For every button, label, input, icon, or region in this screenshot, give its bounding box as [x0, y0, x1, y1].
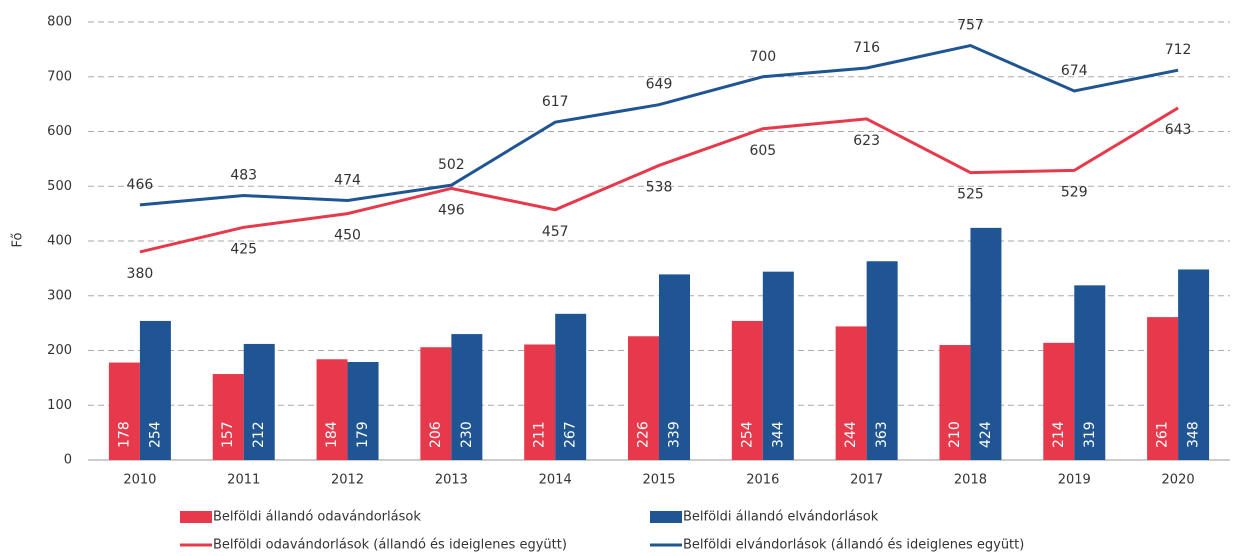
legend-swatch — [650, 511, 682, 523]
y-tick-label: 300 — [47, 288, 72, 303]
line-value-label: 496 — [438, 202, 465, 218]
bar — [1043, 342, 1075, 460]
x-tick-label: 2012 — [331, 473, 364, 488]
line-value-label: 649 — [646, 77, 673, 93]
y-axis-label: Fő — [11, 232, 26, 247]
line-value-label: 483 — [230, 168, 257, 184]
bar — [451, 334, 483, 460]
y-tick-label: 700 — [47, 69, 72, 84]
bar — [628, 336, 659, 460]
legend-label: Belföldi állandó elvándorlások — [683, 510, 879, 525]
bar — [420, 347, 452, 460]
line-value-label: 529 — [1061, 184, 1088, 200]
bar-value-label: 178 — [116, 421, 132, 448]
bar-value-label: 319 — [1082, 421, 1098, 448]
x-tick-label: 2016 — [746, 473, 779, 488]
y-tick-label: 800 — [47, 15, 72, 30]
bar-value-label: 179 — [355, 421, 371, 448]
line-value-label: 700 — [749, 49, 776, 65]
x-tick-label: 2013 — [435, 473, 468, 488]
bar — [970, 227, 1002, 460]
bar-value-label: 254 — [739, 421, 755, 448]
bar-value-label: 211 — [532, 421, 548, 448]
bar — [659, 274, 690, 460]
bar-value-label: 424 — [978, 421, 994, 448]
bar — [866, 261, 898, 460]
line-value-label: 538 — [646, 179, 673, 195]
bar — [108, 362, 140, 460]
line-value-label: 617 — [542, 94, 569, 110]
bar-value-label: 267 — [563, 421, 579, 448]
bar-value-label: 210 — [947, 421, 963, 448]
bar — [835, 326, 867, 460]
bar — [939, 345, 971, 460]
x-tick-label: 2018 — [954, 473, 987, 488]
line-value-label: 525 — [957, 187, 984, 203]
x-tick-label: 2015 — [642, 473, 675, 488]
line — [139, 106, 1179, 254]
bar — [1178, 269, 1210, 460]
bar — [139, 320, 171, 460]
legend-label: Belföldi elvándorlások (állandó és ideig… — [683, 538, 1024, 553]
bar-value-label: 344 — [770, 421, 786, 448]
bar — [316, 359, 348, 460]
line-value-label: 450 — [334, 228, 361, 244]
line-value-label: 605 — [749, 143, 776, 159]
x-tick-label: 2019 — [1058, 473, 1091, 488]
bar-value-label: 214 — [1051, 421, 1067, 448]
line-value-label: 380 — [127, 266, 154, 282]
bar — [243, 343, 275, 460]
bar — [731, 320, 763, 460]
x-tick-label: 2020 — [1162, 473, 1195, 488]
bar-value-label: 348 — [1186, 421, 1202, 448]
y-tick-label: 100 — [47, 398, 72, 413]
bar — [524, 344, 556, 460]
line-value-label: 457 — [542, 224, 569, 240]
bar-value-label: 244 — [843, 421, 859, 448]
legend-label: Belföldi állandó odavándorlások — [213, 510, 421, 525]
line-value-label: 643 — [1165, 122, 1192, 138]
bar-value-label: 230 — [459, 421, 475, 448]
line-value-label: 474 — [334, 172, 361, 188]
x-tick-label: 2011 — [227, 473, 260, 488]
line-value-label: 712 — [1165, 42, 1192, 58]
line-value-label: 757 — [957, 18, 984, 34]
line-value-label: 623 — [853, 133, 880, 149]
x-tick-label: 2017 — [850, 473, 883, 488]
y-tick-label: 0 — [64, 453, 72, 468]
bar-value-label: 339 — [667, 421, 683, 448]
x-tick-label: 2010 — [123, 473, 156, 488]
bar-value-label: 157 — [220, 421, 236, 448]
legend-swatch — [180, 511, 212, 523]
legend-label: Belföldi odavándorlások (állandó és idei… — [213, 538, 567, 553]
line-value-label: 502 — [438, 157, 465, 173]
bar-value-label: 254 — [147, 421, 163, 448]
y-tick-label: 500 — [47, 179, 72, 194]
bar-value-label: 261 — [1155, 421, 1171, 448]
bar — [1147, 317, 1179, 460]
bar-value-label: 184 — [324, 421, 340, 448]
bar-value-label: 206 — [428, 421, 444, 448]
bar — [212, 374, 244, 460]
bar-value-label: 212 — [251, 421, 267, 448]
bar — [555, 313, 587, 460]
line-value-label: 716 — [853, 40, 880, 56]
y-tick-label: 600 — [47, 124, 72, 139]
y-tick-label: 200 — [47, 343, 72, 358]
bar-value-label: 226 — [636, 421, 652, 448]
y-tick-label: 400 — [47, 234, 72, 249]
x-tick-label: 2014 — [539, 473, 572, 488]
line-value-label: 466 — [127, 177, 154, 193]
bar — [1074, 285, 1106, 460]
bar — [347, 361, 379, 460]
bar — [762, 271, 794, 460]
bar-value-label: 363 — [874, 421, 890, 448]
line-value-label: 425 — [230, 241, 257, 257]
line-value-label: 674 — [1061, 63, 1088, 79]
line — [139, 43, 1179, 207]
